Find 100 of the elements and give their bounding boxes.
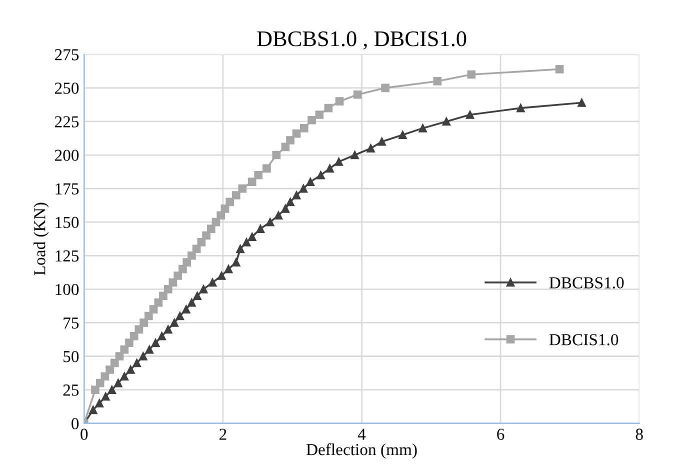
point — [242, 238, 251, 246]
point — [120, 372, 129, 381]
point — [182, 305, 190, 314]
point — [324, 104, 333, 112]
point — [151, 338, 160, 348]
y-tick-label: 150 — [56, 216, 79, 228]
point — [115, 352, 124, 360]
y-tick-label: 100 — [56, 284, 79, 296]
point — [159, 292, 168, 300]
x-tick-label: 2 — [219, 428, 226, 440]
y-tick-label: 25 — [63, 384, 79, 396]
point — [433, 77, 442, 86]
point — [555, 64, 564, 74]
point — [199, 285, 208, 294]
point — [292, 191, 301, 200]
point — [262, 164, 271, 173]
point — [101, 392, 110, 401]
point — [174, 272, 182, 280]
point — [381, 84, 390, 92]
point — [300, 124, 308, 132]
point — [158, 332, 166, 340]
point — [256, 224, 265, 233]
point — [106, 366, 114, 374]
point — [132, 358, 142, 368]
point — [120, 345, 129, 354]
chart-title: DBCBS1.0 , DBCIS1.0 — [257, 31, 466, 50]
point — [353, 90, 362, 99]
y-tick-label: 0 — [72, 418, 79, 430]
point — [299, 184, 308, 193]
point — [88, 406, 98, 414]
point — [110, 358, 119, 368]
point — [178, 264, 187, 274]
point — [274, 211, 283, 220]
point — [193, 292, 202, 300]
point — [286, 136, 294, 144]
point — [326, 164, 334, 173]
point — [232, 258, 240, 267]
point — [418, 124, 427, 132]
y-axis-title: Load (KN) — [34, 202, 49, 276]
point — [145, 345, 154, 354]
point — [248, 178, 256, 186]
point — [182, 258, 192, 267]
y-tick-label: 75 — [64, 318, 79, 329]
point — [350, 150, 359, 160]
point — [197, 238, 206, 246]
point — [164, 285, 172, 294]
point — [316, 170, 325, 180]
y-tick-label: 250 — [54, 82, 79, 94]
x-tick-label: 4 — [358, 428, 366, 440]
point — [442, 117, 451, 126]
point — [176, 312, 184, 320]
point — [220, 204, 230, 213]
y-tick-label: 125 — [56, 250, 79, 262]
point — [202, 231, 210, 240]
point — [516, 104, 525, 112]
point — [140, 318, 148, 327]
point — [334, 158, 343, 166]
y-tick-label: 225 — [54, 116, 79, 128]
point — [206, 224, 216, 233]
point — [306, 178, 315, 186]
point — [130, 332, 138, 340]
point — [315, 110, 324, 119]
point — [272, 150, 281, 160]
point — [144, 312, 153, 320]
point — [164, 325, 172, 334]
point — [216, 211, 226, 220]
point — [281, 204, 290, 213]
point — [212, 218, 220, 226]
point — [114, 378, 122, 388]
point — [236, 244, 244, 254]
point — [138, 352, 148, 360]
point — [96, 378, 104, 388]
point — [91, 386, 100, 394]
point — [95, 399, 104, 408]
point — [126, 366, 135, 374]
point — [281, 142, 290, 152]
point — [125, 338, 134, 348]
point — [467, 70, 476, 79]
point — [335, 97, 344, 106]
point — [154, 298, 163, 307]
point — [188, 298, 196, 307]
point — [578, 98, 586, 107]
point — [292, 129, 301, 138]
point — [217, 272, 226, 280]
point — [100, 372, 110, 381]
point — [208, 278, 217, 287]
y-tick-label: 275 — [54, 49, 79, 60]
point — [286, 198, 294, 206]
point — [226, 198, 234, 206]
x-tick-label: 8 — [636, 428, 643, 440]
point — [266, 218, 274, 226]
point — [149, 305, 158, 314]
point — [248, 232, 256, 242]
legend-label: DBCBS1.0 — [549, 277, 624, 289]
point — [188, 251, 196, 260]
y-tick-label: 200 — [54, 150, 79, 161]
point — [224, 264, 233, 274]
point — [254, 170, 262, 180]
point — [170, 318, 179, 327]
point — [366, 144, 375, 152]
